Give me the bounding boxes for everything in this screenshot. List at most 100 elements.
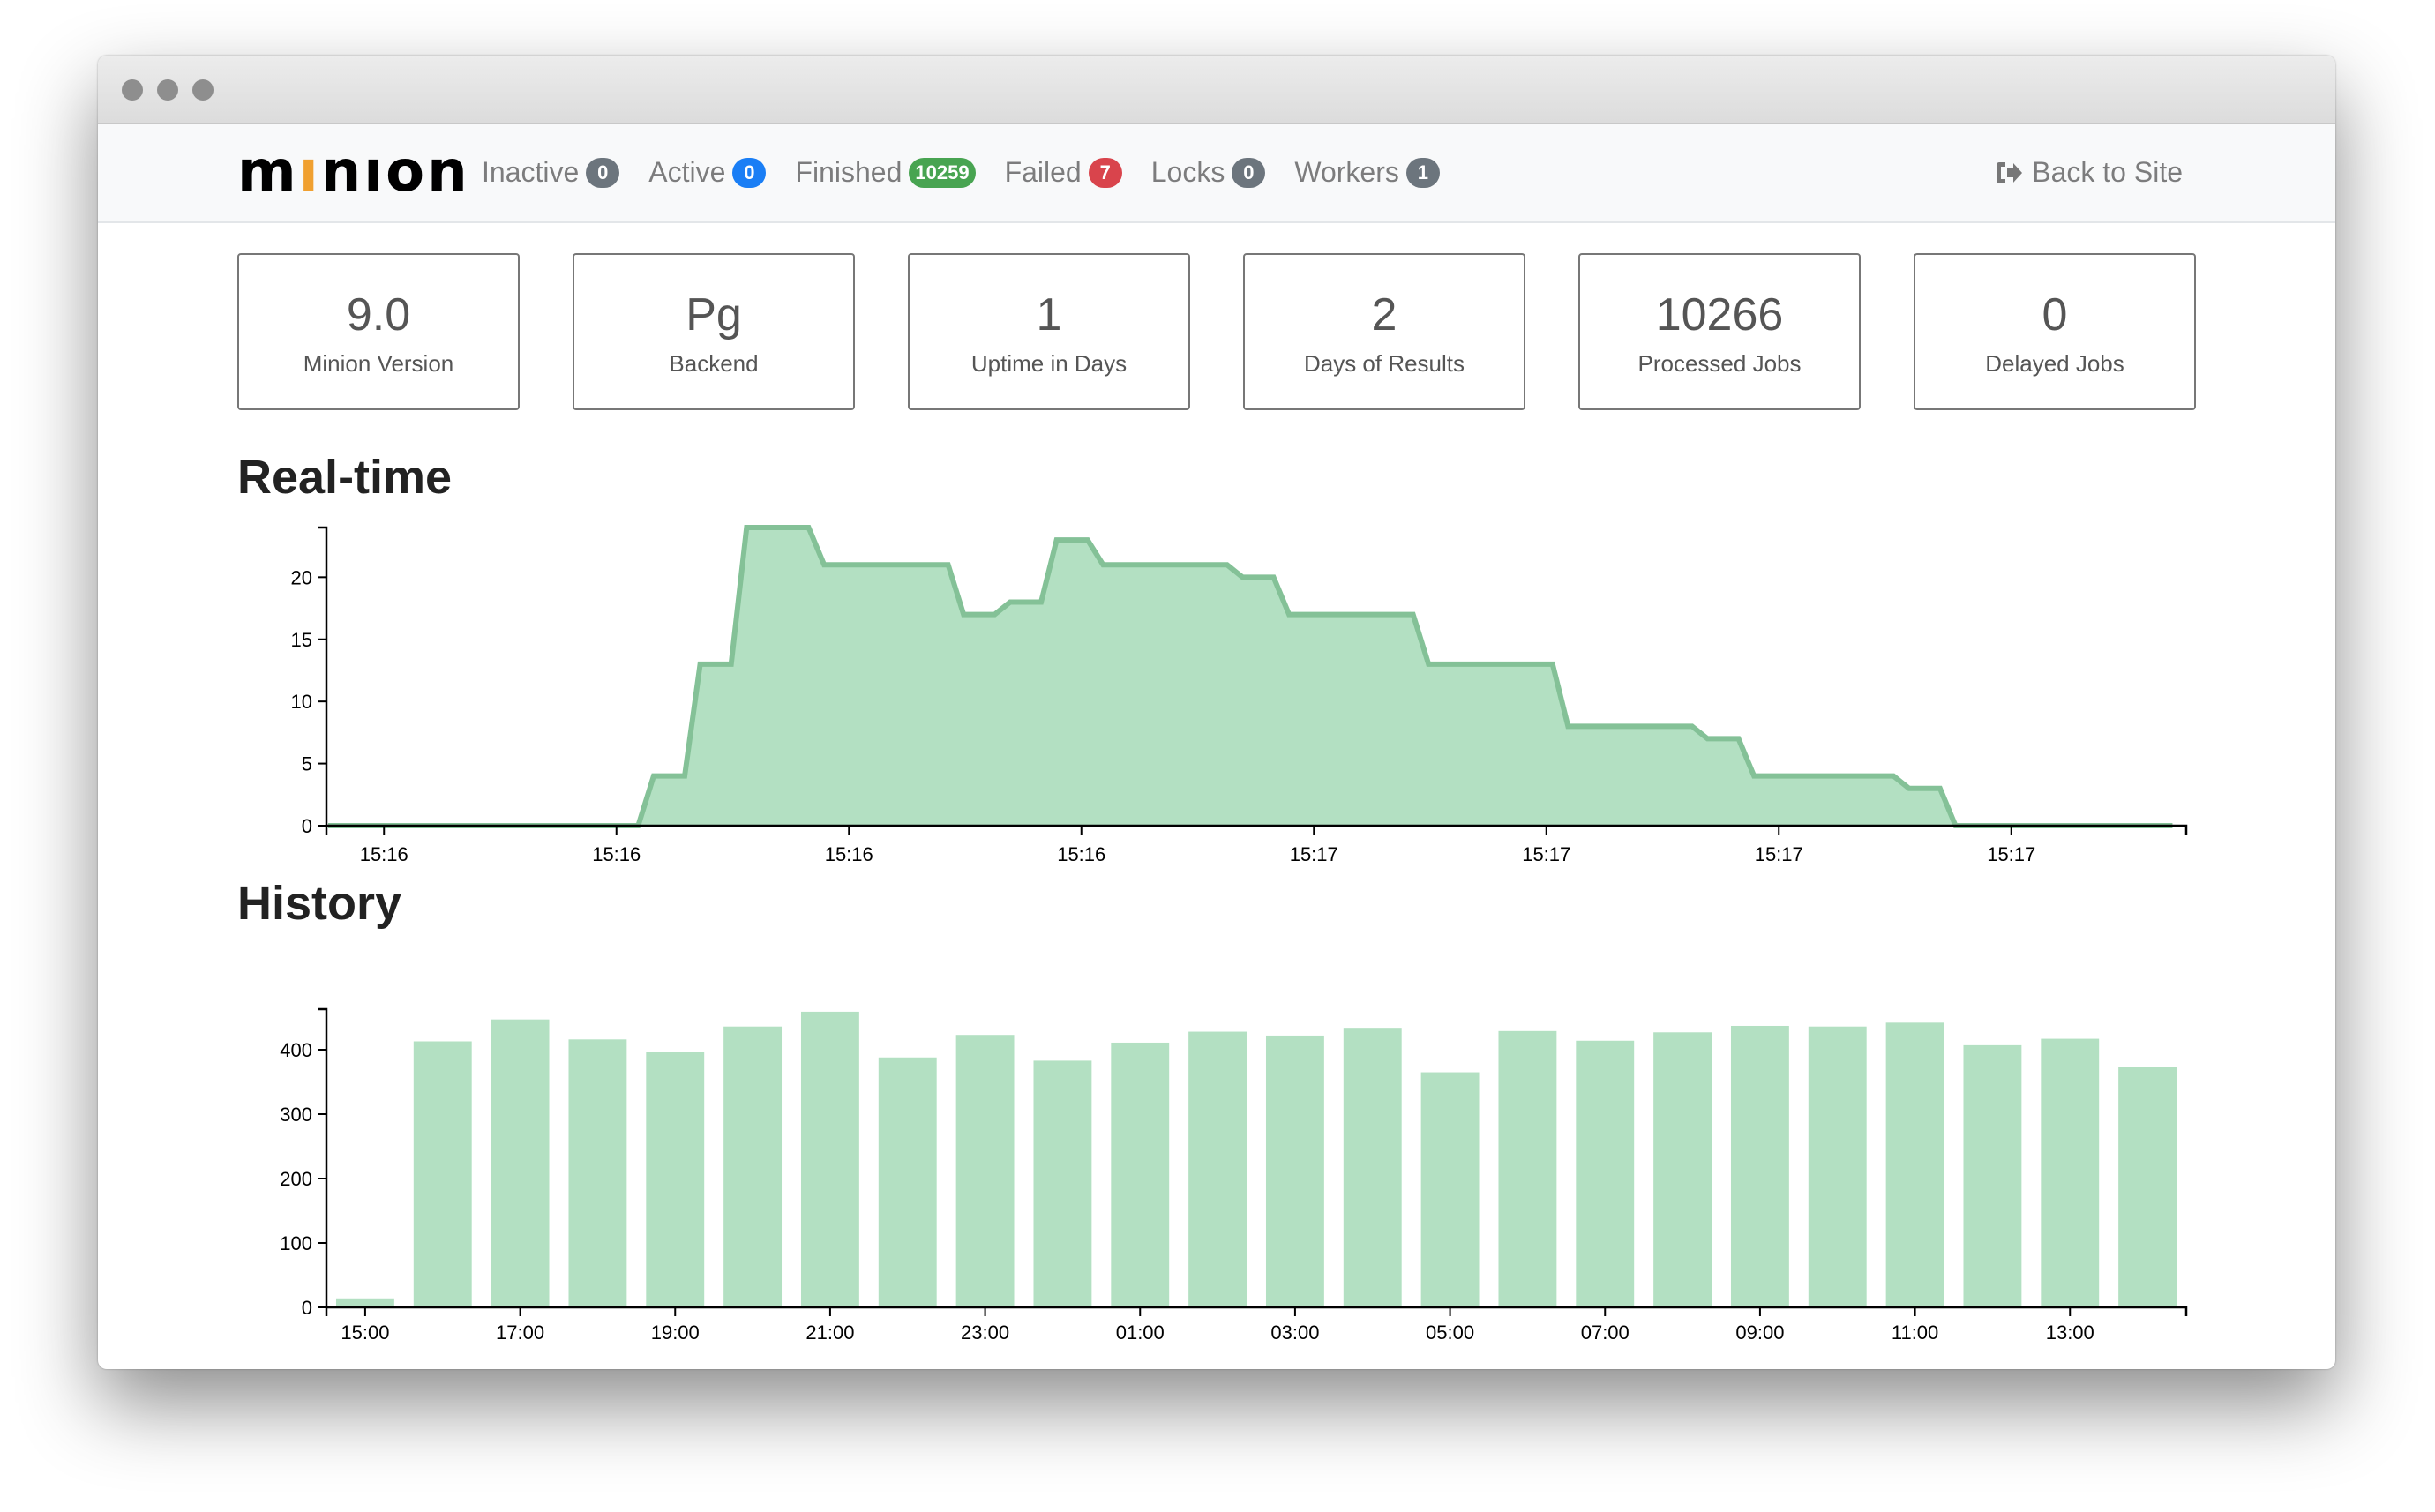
window-close-button[interactable] — [122, 79, 143, 101]
x-tick-label: 01:00 — [1116, 1321, 1165, 1344]
bar — [1111, 1042, 1170, 1307]
x-tick-label: 15:17 — [1755, 843, 1803, 865]
stat-card: 1 Uptime in Days — [908, 253, 1190, 410]
bar — [1885, 1022, 1944, 1307]
bar — [1576, 1040, 1635, 1307]
x-tick-label: 15:16 — [1057, 843, 1105, 865]
stat-value: 1 — [1036, 289, 1062, 341]
stat-card: 0 Delayed Jobs — [1914, 253, 2196, 410]
nav-label: Workers — [1294, 156, 1399, 188]
bar — [335, 1298, 394, 1307]
bar — [1808, 1026, 1867, 1307]
x-tick-label: 09:00 — [1735, 1321, 1784, 1344]
bar — [1963, 1044, 2022, 1307]
y-tick-label: 20 — [291, 566, 312, 588]
x-tick-label: 15:00 — [341, 1321, 389, 1344]
y-tick-label: 300 — [280, 1104, 312, 1126]
nav-failed[interactable]: Failed 7 — [1005, 156, 1122, 189]
y-tick-label: 0 — [302, 1297, 312, 1319]
nav-label: Finished — [795, 156, 903, 188]
bar — [1343, 1028, 1402, 1307]
nav-label: Locks — [1150, 156, 1225, 188]
bar — [723, 1026, 783, 1307]
nav-label: Active — [648, 156, 726, 188]
x-tick-label: 15:16 — [825, 843, 873, 865]
window-minimize-button[interactable] — [157, 79, 178, 101]
browser-window: mınıon Inactive 0 Active 0 Finished 10259 Fail… — [98, 56, 2335, 1369]
count-badge: 7 — [1088, 157, 1122, 188]
bar — [878, 1057, 937, 1307]
y-tick-label: 200 — [280, 1168, 312, 1190]
bar — [646, 1052, 705, 1307]
nav-workers[interactable]: Workers 1 — [1294, 156, 1440, 189]
history-heading: History — [237, 877, 402, 930]
x-tick-label: 15:17 — [1987, 843, 2035, 865]
nav-active[interactable]: Active 0 — [648, 156, 767, 189]
x-axis — [325, 824, 2188, 835]
stat-value: 2 — [1371, 289, 1397, 341]
x-axis — [325, 1306, 2188, 1316]
back-to-site-label: Back to Site — [2032, 156, 2183, 188]
bar — [1265, 1035, 1324, 1307]
stat-label: Delayed Jobs — [1985, 350, 2124, 377]
stat-card: 10266 Processed Jobs — [1578, 253, 1861, 410]
bar — [1420, 1072, 1480, 1307]
bar — [2118, 1067, 2177, 1307]
count-badge: 10259 — [909, 157, 976, 188]
realtime-chart: 0 5 10 15 20 15:16 15:16 15:16 15:16 15:17 15:17 15… — [291, 525, 2188, 865]
x-tick-label: 05:00 — [1426, 1321, 1474, 1344]
bar — [1498, 1030, 1557, 1307]
x-tick-label: 15:16 — [592, 843, 641, 865]
x-tick-label: 21:00 — [805, 1321, 854, 1344]
stat-value: Pg — [686, 289, 742, 341]
x-tick-label: 11:00 — [1892, 1321, 1938, 1344]
stat-label: Backend — [669, 350, 759, 377]
bar — [800, 1011, 859, 1307]
nav-finished[interactable]: Finished 10259 — [795, 156, 976, 189]
y-axis — [318, 1007, 328, 1307]
bar — [1033, 1060, 1092, 1307]
y-tick-label: 100 — [280, 1232, 312, 1254]
bar — [1188, 1031, 1247, 1307]
x-tick-label: 19:00 — [651, 1321, 700, 1344]
y-tick-label: 0 — [302, 815, 312, 837]
bar — [413, 1041, 472, 1307]
stat-card: 9.0 Minion Version — [237, 253, 520, 410]
x-tick-label: 15:17 — [1290, 843, 1338, 865]
stat-label: Days of Results — [1303, 350, 1465, 377]
bar — [1653, 1032, 1712, 1307]
bar — [1730, 1025, 1789, 1307]
count-badge: 0 — [1232, 157, 1266, 188]
nav-label: Failed — [1004, 156, 1082, 188]
count-badge: 1 — [1405, 157, 1440, 188]
realtime-heading: Real-time — [237, 451, 453, 504]
stat-label: Minion Version — [303, 350, 454, 377]
stat-card: Pg Backend — [573, 253, 855, 410]
stat-card: 2 Days of Results — [1243, 253, 1525, 410]
bar — [568, 1039, 627, 1307]
count-badge: 0 — [586, 157, 620, 188]
window-zoom-button[interactable] — [192, 79, 214, 101]
nav-locks[interactable]: Locks 0 — [1151, 156, 1266, 189]
x-tick-label: 13:00 — [2046, 1321, 2094, 1344]
bar — [491, 1019, 550, 1307]
x-tick-label: 15:16 — [360, 843, 408, 865]
y-tick-label: 10 — [291, 691, 312, 713]
history-chart: 0 100 200 300 400 15:00 17:00 19:00 21:00 23:00 01… — [280, 1007, 2188, 1344]
stat-label: Uptime in Days — [970, 350, 1128, 377]
navbar: mınıon Inactive 0 Active 0 Finished 10259 Fail… — [98, 124, 2335, 223]
bar — [955, 1035, 1015, 1307]
sign-out-icon — [1997, 161, 2023, 183]
stat-label: Processed Jobs — [1637, 350, 1802, 377]
area-fill — [328, 528, 2173, 826]
back-to-site-link[interactable]: Back to Site — [1995, 124, 2183, 221]
y-tick-label: 400 — [280, 1039, 312, 1061]
minion-logo[interactable]: mınıon — [237, 139, 470, 205]
count-badge: 0 — [732, 157, 767, 188]
x-tick-label: 03:00 — [1270, 1321, 1319, 1344]
x-tick-label: 07:00 — [1581, 1321, 1630, 1344]
window-titlebar — [98, 56, 2335, 124]
y-tick-label: 15 — [291, 629, 312, 651]
x-tick-label: 23:00 — [961, 1321, 1009, 1344]
nav-inactive[interactable]: Inactive 0 — [482, 156, 620, 189]
